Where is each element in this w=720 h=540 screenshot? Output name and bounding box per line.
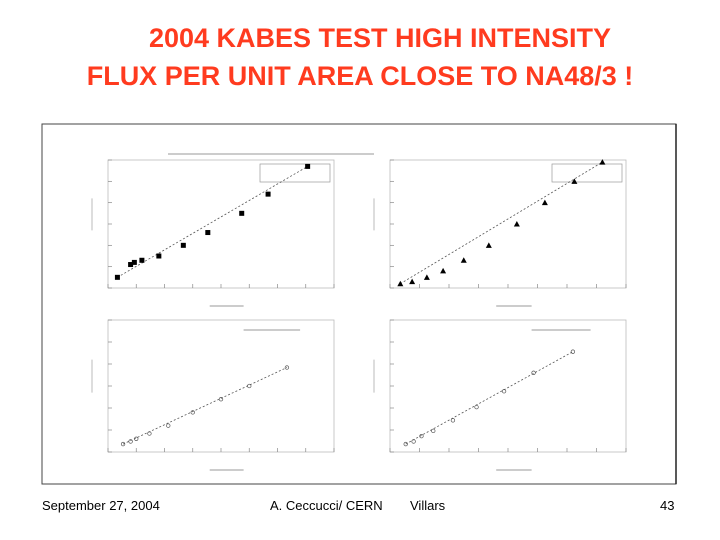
data-point [440, 267, 447, 274]
footer-place: Villars [410, 498, 446, 513]
data-point [571, 178, 578, 184]
data-point [411, 439, 416, 444]
data-point [450, 418, 456, 423]
data-point [513, 221, 520, 227]
panel-frame [107, 159, 335, 289]
data-point [474, 404, 479, 410]
data-point [190, 410, 195, 415]
data-point [423, 274, 430, 280]
data-point [218, 397, 224, 402]
fit-line [117, 166, 308, 278]
data-point [305, 163, 311, 169]
data-point [485, 242, 492, 248]
data-point [166, 423, 171, 428]
slide-title-line-1: 2004 KABES TEST HIGH INTENSITY [148, 23, 612, 53]
data-point [205, 230, 211, 236]
panel-frame [107, 319, 335, 453]
fit-line [400, 161, 603, 285]
data-point [419, 434, 424, 439]
data-point [265, 191, 271, 197]
data-point [120, 441, 126, 447]
data-point [431, 428, 436, 434]
data-point [134, 436, 139, 441]
data-point [239, 210, 245, 216]
data-point [139, 257, 145, 263]
data-point [403, 441, 408, 447]
data-point [114, 274, 120, 280]
data-point [541, 199, 548, 206]
footer-author: A. Ceccucci/ CERN [270, 498, 383, 513]
legend-box [259, 163, 331, 183]
panel-grid [91, 153, 627, 471]
data-point [570, 349, 576, 354]
fit-line [405, 351, 574, 445]
slide-title-line-2: FLUX PER UNIT AREA CLOSE TO NA48/3 ! [86, 61, 634, 91]
data-point [128, 439, 133, 444]
data-point [128, 262, 134, 268]
data-point [531, 370, 536, 375]
data-point [501, 389, 507, 394]
data-point [397, 280, 404, 287]
data-point [131, 259, 137, 265]
data-point [247, 383, 252, 389]
legend-box [551, 163, 623, 183]
data-point [156, 253, 162, 259]
footer-page-number: 43 [660, 498, 675, 513]
data-point [147, 431, 152, 436]
data-point [284, 365, 290, 370]
data-point [599, 159, 606, 165]
panel-frame [389, 319, 627, 453]
data-point [460, 257, 467, 263]
data-point [180, 242, 186, 248]
footer-date: September 27, 2004 [42, 498, 160, 513]
data-point [409, 278, 416, 285]
figure-frame [41, 123, 677, 485]
